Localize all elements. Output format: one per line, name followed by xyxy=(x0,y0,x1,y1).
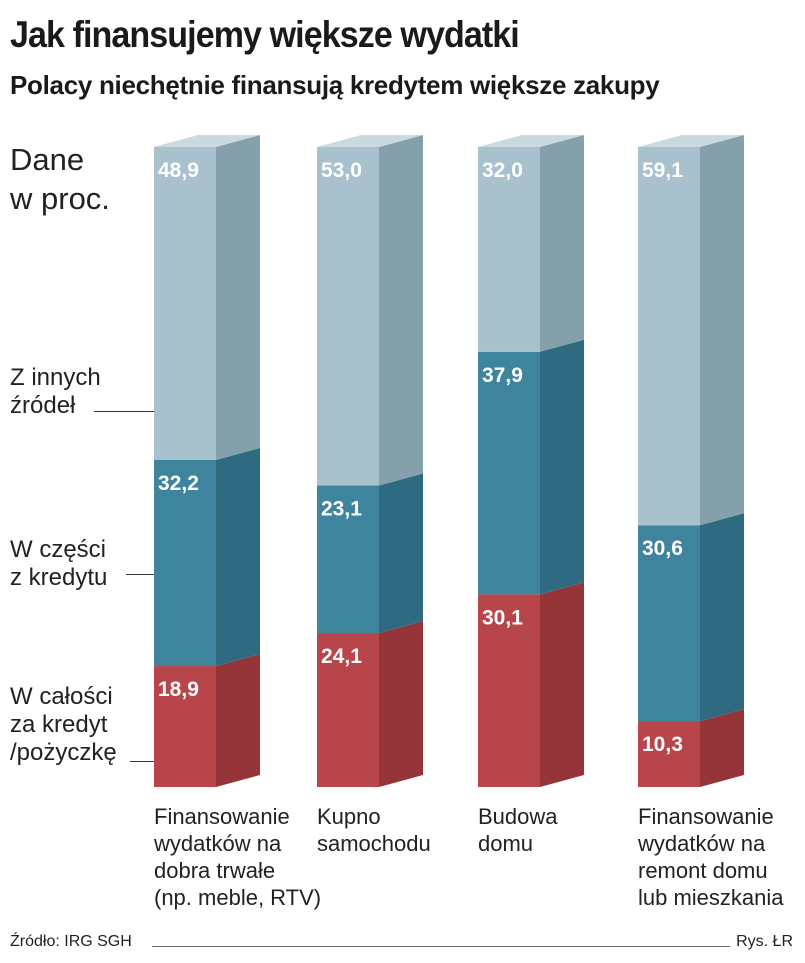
bar-3-other-sources-front xyxy=(478,147,540,352)
bar-3-other-sources-side xyxy=(540,135,584,352)
bar-2-full-credit-side xyxy=(379,621,423,787)
bar-1-full-credit-value-label: 18,9 xyxy=(158,678,199,701)
category-label-house: Budowa domu xyxy=(478,803,558,857)
bar-3-full-credit-side xyxy=(540,582,584,787)
units-line-1: Dane xyxy=(10,142,85,177)
bar-1-partial-credit-side xyxy=(216,447,260,667)
bar-2-top-cap xyxy=(317,135,423,147)
bar-1-full-credit-side xyxy=(216,654,260,787)
cat2-line-1: Kupno xyxy=(317,804,381,829)
bar-4-other-sources-front xyxy=(638,147,700,526)
legend-other-sources: Z innych źródeł xyxy=(10,364,101,420)
source-note: Źródło: IRG SGH xyxy=(10,933,132,950)
cat4-line-2: wydatków na xyxy=(638,831,766,856)
bar-2-full-credit-front xyxy=(317,633,379,787)
bar-2-partial-credit-side xyxy=(379,473,423,634)
bar-4-other-sources-value-label: 59,1 xyxy=(642,159,683,182)
category-label-car: Kupno samochodu xyxy=(317,803,431,857)
legend-partial-credit: W części z kredytu xyxy=(10,536,107,592)
legend-other-leader xyxy=(94,411,172,412)
bar-3-full-credit-front xyxy=(478,594,540,787)
credit-note: Rys. ŁR xyxy=(736,933,793,950)
cat1-line-1: Finansowanie xyxy=(154,804,290,829)
cat1-line-3: dobra trwałe xyxy=(154,858,276,883)
bar-2-partial-credit-value-label: 23,1 xyxy=(321,498,362,521)
legend-partial-line-2: z kredytu xyxy=(10,564,108,591)
bar-1-other-sources-value-label: 48,9 xyxy=(158,159,199,182)
chart-title: Jak finansujemy większe wydatki xyxy=(10,14,520,55)
legend-partial-leader xyxy=(126,574,172,575)
cat2-line-2: samochodu xyxy=(317,831,431,856)
units-note: Dane w proc. xyxy=(10,140,110,218)
bar-2-other-sources-front xyxy=(317,147,379,486)
bar-4-full-credit-side xyxy=(700,709,744,787)
cat1-line-2: wydatków na xyxy=(154,831,282,856)
bar-2-other-sources-side xyxy=(379,135,423,486)
bar-3-partial-credit-side xyxy=(540,339,584,595)
footer-rule xyxy=(152,946,730,947)
cat3-line-2: domu xyxy=(478,831,534,856)
bar-3-partial-credit-value-label: 37,9 xyxy=(482,364,523,387)
legend-other-line-2: źródeł xyxy=(10,392,76,419)
bar-4-partial-credit-front xyxy=(638,525,700,722)
legend-full-line-3: /pożyczkę xyxy=(10,739,117,766)
cat3-line-1: Budowa xyxy=(478,804,558,829)
bar-3-partial-credit-front xyxy=(478,351,540,595)
bar-1-top-cap xyxy=(154,135,260,147)
bar-3-other-sources-value-label: 32,0 xyxy=(482,159,523,182)
cat1-line-4: (np. meble, RTV) xyxy=(154,885,322,910)
legend-full-line-1: W całości xyxy=(10,683,113,710)
bar-4-partial-credit-value-label: 30,6 xyxy=(642,537,683,560)
category-label-renovation: Finansowanie wydatków na remont domu lub… xyxy=(638,803,784,911)
legend-other-line-1: Z innych xyxy=(10,364,101,391)
legend-full-leader xyxy=(130,761,172,762)
cat4-line-3: remont domu xyxy=(638,858,768,883)
bar-4-full-credit-value-label: 10,3 xyxy=(642,733,683,756)
bar-4-other-sources-side xyxy=(700,135,744,526)
bar-1-full-credit-front xyxy=(154,666,216,787)
cat4-line-4: lub mieszkania xyxy=(638,885,784,910)
bar-4-partial-credit-side xyxy=(700,513,744,722)
bar-3-full-credit-value-label: 30,1 xyxy=(482,606,523,629)
legend-partial-line-1: W części xyxy=(10,536,106,563)
bar-1-partial-credit-value-label: 32,2 xyxy=(158,472,199,495)
category-label-durable-goods: Finansowanie wydatków na dobra trwałe (n… xyxy=(154,803,321,911)
cat4-line-1: Finansowanie xyxy=(638,804,774,829)
legend-full-line-2: za kredyt xyxy=(10,711,108,738)
bar-2-partial-credit-front xyxy=(317,485,379,634)
chart-subtitle: Polacy niechętnie finansują kredytem wię… xyxy=(10,70,660,100)
legend-full-credit: W całości za kredyt /pożyczkę xyxy=(10,683,117,767)
bar-4-full-credit-front xyxy=(638,721,700,787)
bar-2-full-credit-value-label: 24,1 xyxy=(321,645,362,668)
bar-1-partial-credit-front xyxy=(154,459,216,667)
bar-2-other-sources-value-label: 53,0 xyxy=(321,159,362,182)
units-line-2: w proc. xyxy=(10,181,110,216)
bar-4-top-cap xyxy=(638,135,744,147)
bar-1-other-sources-side xyxy=(216,135,260,460)
bar-1-other-sources-front xyxy=(154,147,216,460)
bar-3-top-cap xyxy=(478,135,584,147)
